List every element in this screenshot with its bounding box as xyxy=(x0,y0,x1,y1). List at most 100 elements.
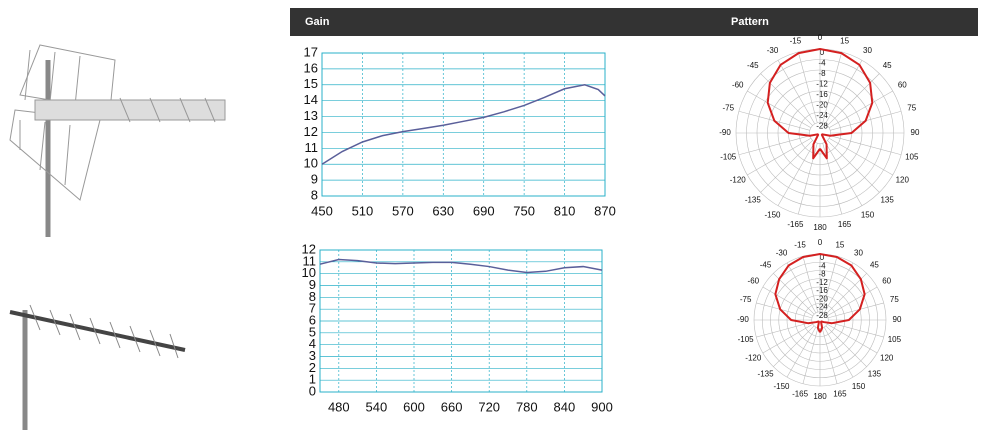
y-tick-label: 5 xyxy=(309,324,316,339)
theta-tick-label: -105 xyxy=(738,335,755,344)
theta-tick-label: -90 xyxy=(737,315,749,324)
polar-grid-spoke xyxy=(825,273,867,315)
x-tick-label: 870 xyxy=(594,203,616,218)
polar-grid-spoke xyxy=(824,60,863,125)
r-tick-label: -8 xyxy=(818,69,826,78)
theta-tick-label: 150 xyxy=(852,382,866,391)
polar-grid-spoke xyxy=(786,326,817,378)
r-tick-label: -12 xyxy=(816,80,828,89)
theta-tick-label: -15 xyxy=(794,241,806,250)
pattern-line xyxy=(766,48,874,160)
r-tick-label: -28 xyxy=(816,311,828,320)
x-tick-label: 600 xyxy=(403,399,425,414)
theta-tick-label: 165 xyxy=(833,389,847,398)
polar-grid-spoke xyxy=(773,325,815,367)
theta-tick-label: -75 xyxy=(722,104,734,113)
polar-grid-spoke xyxy=(756,302,813,319)
theta-tick-label: -135 xyxy=(758,370,775,379)
theta-tick-label: 45 xyxy=(883,61,892,70)
polar-grid-spoke xyxy=(823,262,854,314)
theta-tick-label: -90 xyxy=(719,128,731,137)
theta-tick-label: -165 xyxy=(787,220,804,229)
y-tick-label: 11 xyxy=(303,253,317,268)
polar-grid-spoke xyxy=(828,90,893,129)
y-tick-label: 0 xyxy=(309,383,316,398)
y-tick-label: 6 xyxy=(309,312,316,327)
polar-grid-spoke xyxy=(802,327,819,384)
polar-grid-spoke xyxy=(827,302,884,319)
theta-tick-label: -30 xyxy=(767,46,779,55)
polar-grid-spoke xyxy=(760,140,813,193)
theta-tick-label: 105 xyxy=(905,153,919,162)
polar-grid-spoke xyxy=(762,286,814,317)
r-tick-label: 0 xyxy=(820,48,825,57)
polar-grid-spoke xyxy=(826,323,878,354)
theta-tick-label: 60 xyxy=(898,81,907,90)
theta-tick-label: -135 xyxy=(745,195,762,204)
x-tick-label: 690 xyxy=(473,203,495,218)
x-tick-label: 450 xyxy=(311,203,333,218)
y-tick-label: 16 xyxy=(304,60,318,75)
theta-tick-label: -75 xyxy=(740,295,752,304)
theta-tick-label: -150 xyxy=(773,382,790,391)
header-gain: Gain xyxy=(305,16,330,28)
theta-tick-label: 120 xyxy=(880,354,894,363)
polar-grid-spoke xyxy=(824,141,863,206)
theta-tick-label: -45 xyxy=(760,261,772,270)
gain-line xyxy=(319,258,603,274)
theta-tick-label: 135 xyxy=(868,370,882,379)
polar-grid-spoke xyxy=(747,90,812,129)
y-tick-label: 3 xyxy=(309,348,316,363)
r-tick-label: -24 xyxy=(816,303,828,312)
theta-tick-label: -120 xyxy=(745,354,762,363)
theta-tick-label: -150 xyxy=(764,210,781,219)
polar-grid-spoke xyxy=(738,135,810,156)
polar-grid-spoke xyxy=(797,51,818,123)
polar-grid-spoke xyxy=(825,325,867,367)
y-tick-label: 17 xyxy=(304,44,318,59)
polar-grid-spoke xyxy=(802,256,819,313)
x-tick-label: 810 xyxy=(554,203,576,218)
y-tick-label: 7 xyxy=(309,301,316,316)
polar-grid-spoke xyxy=(826,286,878,317)
r-tick-label: -28 xyxy=(816,122,828,131)
polar-grid-spoke xyxy=(777,141,816,206)
y-tick-label: 9 xyxy=(311,172,318,187)
y-tick-label: 8 xyxy=(311,187,318,202)
r-tick-label: -20 xyxy=(816,101,828,110)
theta-tick-label: 180 xyxy=(813,223,827,232)
theta-tick-label: 90 xyxy=(911,128,920,137)
r-tick-label: -8 xyxy=(818,270,826,279)
plot-area xyxy=(321,52,606,197)
x-tick-label: 630 xyxy=(432,203,454,218)
y-tick-label: 13 xyxy=(304,108,318,123)
r-tick-label: -24 xyxy=(816,111,828,120)
theta-tick-label: -60 xyxy=(748,277,760,286)
y-tick-label: 4 xyxy=(309,336,316,351)
theta-tick-label: 60 xyxy=(882,277,891,286)
theta-tick-label: 15 xyxy=(835,241,844,250)
polar-grid-spoke xyxy=(822,51,843,123)
polar-grid-spoke xyxy=(747,137,812,176)
theta-tick-label: -45 xyxy=(747,61,759,70)
polar-grid-spoke xyxy=(821,256,838,313)
y-tick-label: 15 xyxy=(304,76,318,91)
theta-tick-label: -105 xyxy=(720,153,737,162)
header-pattern: Pattern xyxy=(731,16,769,28)
r-tick-label: -16 xyxy=(816,286,828,295)
polar-grid-spoke xyxy=(830,135,902,156)
x-tick-label: 510 xyxy=(352,203,374,218)
theta-tick-label: 30 xyxy=(863,46,872,55)
gain-line xyxy=(321,84,606,165)
x-tick-label: 900 xyxy=(591,399,613,414)
r-tick-label: -4 xyxy=(818,261,826,270)
polar-grid-spoke xyxy=(777,60,816,125)
header-bar xyxy=(290,8,978,36)
y-tick-label: 8 xyxy=(309,289,316,304)
r-tick-label: -12 xyxy=(816,278,828,287)
polar-grid-spoke xyxy=(821,327,838,384)
x-tick-label: 660 xyxy=(441,399,463,414)
antenna-image-1 xyxy=(9,44,226,237)
theta-tick-label: 135 xyxy=(880,195,894,204)
polar-grid-spoke xyxy=(762,323,814,354)
